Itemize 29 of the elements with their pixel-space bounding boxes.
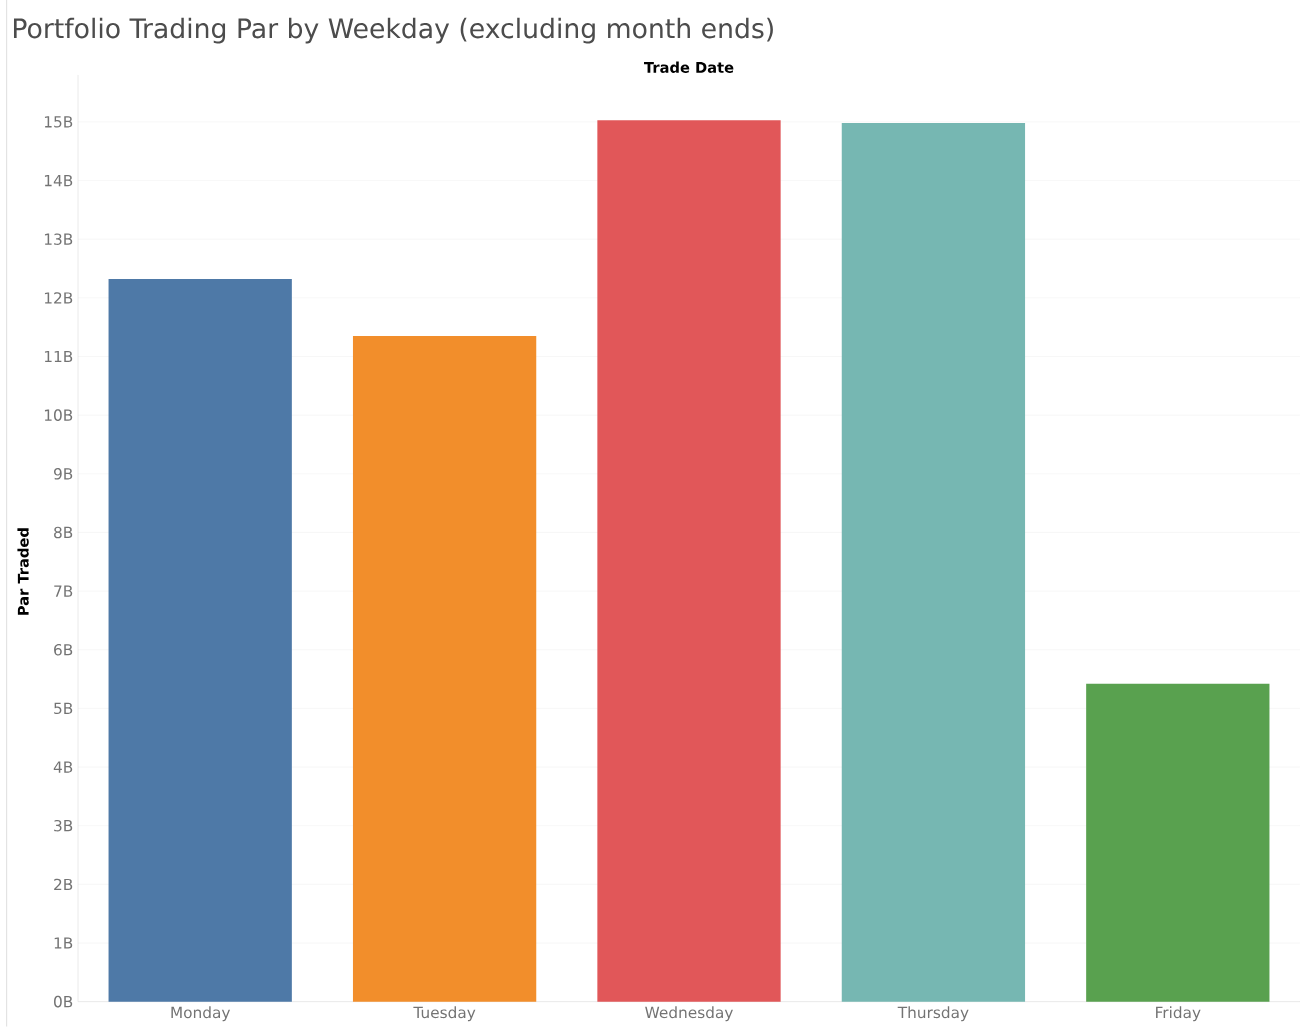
x-tick-label: Friday [1156, 1006, 1201, 1022]
x-tick-label: Monday [171, 1006, 231, 1022]
y-tick-label: 15B [44, 116, 73, 128]
x-tick-label: Wednesday [645, 1006, 733, 1022]
y-tick-label: 12B [44, 292, 73, 304]
y-tick-label: 2B [54, 878, 73, 891]
y-tick-label: 4B [53, 761, 73, 773]
bar [1086, 683, 1270, 1002]
y-tick-label: 8B [54, 526, 73, 539]
y-tick-label: 14B [44, 175, 73, 187]
y-tick-label: 10B [44, 409, 73, 422]
y-tick-label: 11B [44, 351, 73, 363]
x-tick-label: Thursday [897, 1006, 969, 1022]
chart-title: Portfolio Trading Par by Weekday (excluding month ends) [13, 17, 773, 44]
y-tick-label: 7B [54, 585, 73, 597]
bar [841, 123, 1026, 1002]
x-axis-title: Trade Date [644, 61, 734, 74]
y-tick-label: 5B [54, 702, 73, 715]
bar [597, 120, 781, 1002]
bar [352, 336, 537, 1002]
bar [108, 279, 292, 1002]
y-tick-label: 9B [53, 468, 73, 480]
y-tick-label: 6B [54, 644, 73, 656]
y-tick-label: 3B [54, 820, 73, 832]
x-tick-label: Tuesday [413, 1006, 476, 1022]
y-tick-label: 1B [54, 937, 73, 949]
y-tick-label: 0B [54, 996, 73, 1008]
y-axis-title: Par Traded [17, 528, 29, 616]
y-tick-label: 13B [44, 233, 73, 246]
